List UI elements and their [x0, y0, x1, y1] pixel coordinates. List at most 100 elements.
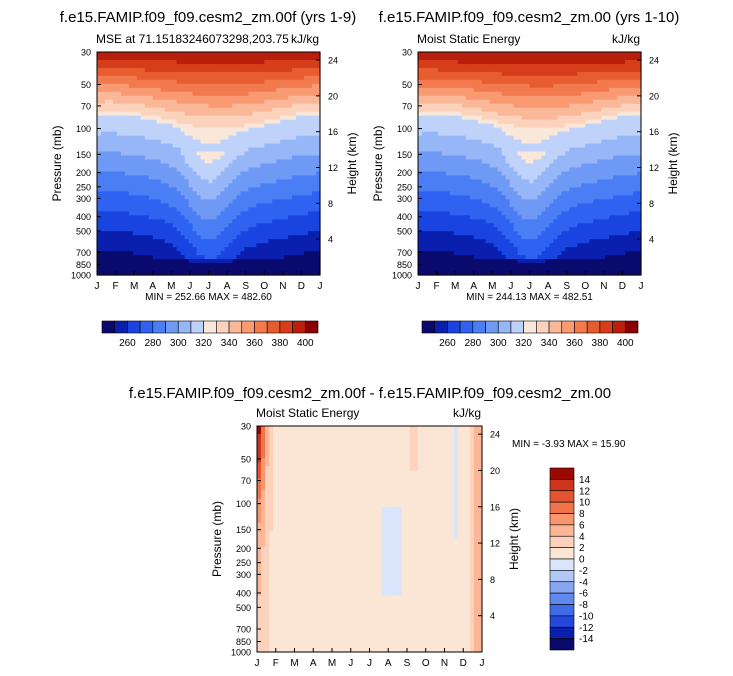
field-cell: [252, 75, 257, 81]
field-cell: [418, 163, 423, 169]
field-cell: [461, 243, 467, 248]
field-cell: [248, 127, 253, 133]
colorbar-label: 320: [195, 338, 212, 349]
field-cell: [533, 207, 539, 212]
field-cell: [252, 195, 257, 200]
field-cell: [120, 227, 126, 232]
field-cell: [208, 135, 214, 141]
field-cell: [152, 247, 158, 252]
field-cell: [457, 171, 463, 177]
field-cell: [304, 195, 309, 200]
field-cell: [296, 143, 301, 149]
field-cell: [128, 52, 134, 57]
field-cell: [308, 171, 313, 177]
field-cell: [97, 191, 102, 196]
field-cell: [541, 103, 547, 109]
field-cell: [244, 67, 249, 73]
field-cell: [316, 75, 321, 81]
field-cell: [537, 91, 543, 97]
field-cell: [449, 99, 455, 105]
field-cell: [124, 52, 130, 57]
field-cell: [256, 223, 261, 228]
field-cell: [264, 203, 269, 208]
field-cell: [477, 215, 483, 220]
field-cell: [445, 139, 451, 145]
field-cell: [188, 143, 194, 149]
field-cell: [200, 79, 206, 85]
field-cell: [104, 235, 110, 240]
field-cell: [312, 179, 317, 185]
field-cell: [248, 52, 253, 57]
field-cell: [256, 167, 261, 173]
field-cell: [208, 127, 214, 133]
field-cell: [517, 235, 523, 240]
field-cell: [140, 195, 146, 200]
field-cell: [188, 79, 194, 85]
field-cell: [497, 107, 503, 113]
field-cell: [152, 75, 158, 81]
field-cell: [505, 67, 511, 73]
field-cell: [148, 131, 154, 137]
field-cell: [196, 63, 202, 69]
field-cell: [192, 95, 198, 101]
field-cell: [180, 155, 186, 161]
field-cell: [228, 183, 233, 188]
field-cell: [541, 115, 547, 121]
field-cell: [312, 91, 317, 97]
field-cell: [172, 67, 178, 73]
field-cell: [172, 195, 178, 200]
field-cell: [220, 95, 226, 101]
field-cell: [176, 219, 182, 224]
field-cell: [184, 87, 190, 93]
field-cell: [140, 167, 146, 173]
field-cell: [104, 263, 110, 268]
field-cell: [517, 79, 523, 85]
field-cell: [176, 235, 182, 240]
field-cell: [264, 59, 269, 65]
field-cell: [232, 195, 237, 200]
field-cell: [433, 143, 439, 149]
field-cell: [421, 91, 427, 97]
field-cell: [252, 191, 257, 196]
field-cell: [497, 52, 503, 57]
field-cell: [276, 207, 281, 212]
field-cell: [212, 207, 218, 212]
field-cell: [112, 247, 118, 252]
field-cell: [517, 187, 523, 192]
field-cell: [276, 251, 281, 256]
field-cell: [148, 267, 154, 272]
field-cell: [176, 52, 182, 57]
field-cell: [132, 107, 138, 113]
field-cell: [148, 59, 154, 65]
field-cell: [168, 99, 174, 105]
field-cell: [429, 131, 435, 137]
field-cell: [292, 155, 297, 161]
field-cell: [529, 215, 535, 220]
field-cell: [316, 151, 321, 157]
field-cell: [421, 247, 427, 252]
field-cell: [461, 151, 467, 157]
field-cell: [276, 99, 281, 105]
colorbar-box: [216, 320, 230, 334]
field-cell: [292, 127, 297, 133]
field-cell: [140, 163, 146, 169]
field-cell: [418, 139, 423, 145]
field-cell: [148, 239, 154, 244]
field-cell: [493, 52, 499, 57]
field-cell: [188, 207, 194, 212]
field-cell: [132, 83, 138, 89]
field-cell: [453, 123, 459, 129]
field-cell: [433, 211, 439, 216]
field-cell: [104, 91, 110, 97]
field-cell: [481, 107, 487, 113]
field-cell: [477, 71, 483, 77]
field-cell: [312, 123, 317, 129]
field-cell: [120, 243, 126, 248]
field-cell: [272, 103, 277, 109]
field-cell: [172, 263, 178, 268]
field-cell: [461, 187, 467, 192]
field-cell: [316, 163, 321, 169]
field-cell: [264, 231, 269, 236]
field-cell: [120, 235, 126, 240]
field-cell: [180, 211, 186, 216]
